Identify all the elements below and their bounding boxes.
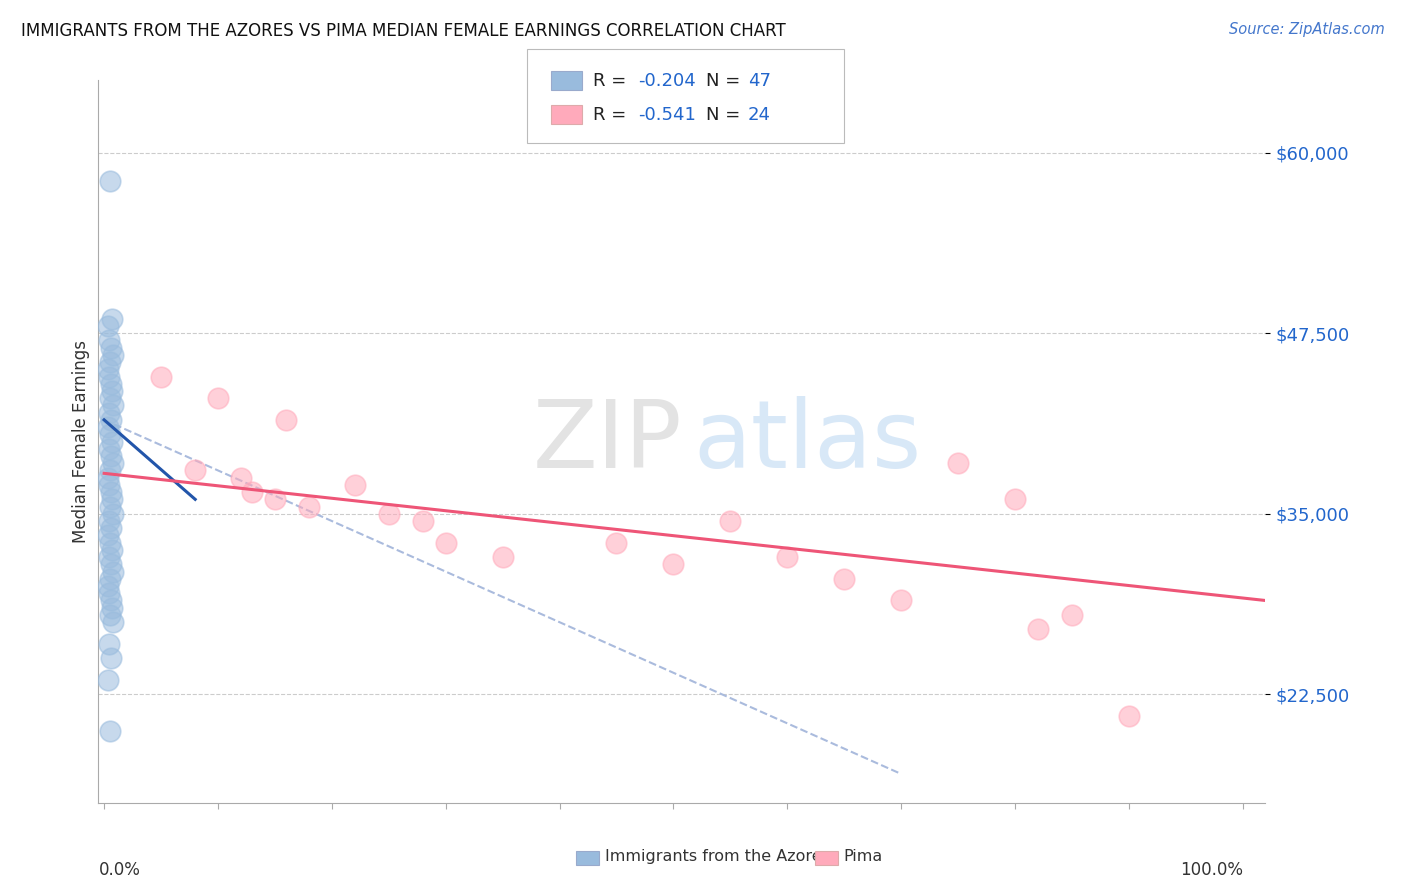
Point: [718, 514, 741, 528]
Point: [100, 413, 122, 427]
Point: [97, 442, 120, 456]
Point: [98, 723, 121, 738]
Text: IMMIGRANTS FROM THE AZORES VS PIMA MEDIAN FEMALE EARNINGS CORRELATION CHART: IMMIGRANTS FROM THE AZORES VS PIMA MEDIA…: [21, 22, 786, 40]
Point: [662, 558, 685, 572]
Point: [98, 572, 121, 586]
Point: [98, 463, 121, 477]
Point: [890, 593, 912, 607]
Point: [98, 427, 121, 442]
Point: [101, 542, 124, 557]
Point: [776, 550, 799, 565]
Point: [103, 456, 125, 470]
Point: [832, 572, 855, 586]
Point: [605, 535, 627, 549]
Point: [1004, 492, 1026, 507]
Point: [97, 334, 120, 348]
Point: [97, 406, 120, 420]
Point: [97, 586, 120, 600]
Text: 47: 47: [748, 71, 770, 89]
Point: [98, 607, 121, 622]
Point: [96, 579, 118, 593]
Point: [100, 485, 122, 500]
Point: [946, 456, 969, 470]
Point: [98, 391, 121, 405]
Point: [97, 514, 120, 528]
Text: N =: N =: [706, 71, 745, 89]
Text: Source: ZipAtlas.com: Source: ZipAtlas.com: [1229, 22, 1385, 37]
Text: 100.0%: 100.0%: [1180, 861, 1243, 879]
Point: [98, 535, 121, 549]
Text: N =: N =: [706, 105, 745, 123]
Point: [100, 449, 122, 463]
Text: R =: R =: [593, 71, 633, 89]
Point: [96, 673, 118, 687]
Point: [412, 514, 434, 528]
Point: [343, 478, 366, 492]
Point: [100, 651, 122, 665]
Point: [298, 500, 321, 514]
Point: [1060, 607, 1083, 622]
Point: [1026, 623, 1049, 637]
Point: [229, 471, 252, 485]
Point: [101, 384, 124, 398]
Point: [100, 341, 122, 355]
Point: [101, 600, 124, 615]
Point: [96, 318, 118, 333]
Text: Pima: Pima: [844, 849, 883, 863]
Point: [98, 355, 121, 369]
Point: [97, 637, 120, 651]
Text: 24: 24: [748, 105, 770, 123]
Point: [97, 478, 120, 492]
Point: [103, 615, 125, 630]
Point: [240, 485, 263, 500]
Point: [96, 528, 118, 542]
Point: [377, 507, 399, 521]
Point: [103, 398, 125, 412]
Point: [207, 391, 229, 405]
Text: Immigrants from the Azores: Immigrants from the Azores: [605, 849, 830, 863]
Point: [276, 413, 298, 427]
Point: [434, 535, 457, 549]
Point: [100, 558, 122, 572]
Point: [98, 174, 121, 188]
Y-axis label: Median Female Earnings: Median Female Earnings: [72, 340, 90, 543]
Text: ZIP: ZIP: [533, 395, 682, 488]
Point: [1118, 709, 1140, 723]
Point: [491, 550, 513, 565]
Point: [184, 463, 207, 477]
Point: [103, 348, 125, 362]
Point: [96, 362, 118, 376]
Point: [103, 565, 125, 579]
Point: [264, 492, 287, 507]
Point: [101, 492, 124, 507]
Text: atlas: atlas: [693, 395, 922, 488]
Point: [100, 376, 122, 391]
Point: [97, 550, 120, 565]
Text: R =: R =: [593, 105, 633, 123]
Text: -0.541: -0.541: [638, 105, 696, 123]
Point: [101, 434, 124, 449]
Point: [101, 311, 124, 326]
Text: 0.0%: 0.0%: [98, 861, 141, 879]
Point: [96, 420, 118, 434]
Point: [103, 507, 125, 521]
Text: -0.204: -0.204: [638, 71, 696, 89]
Point: [150, 369, 173, 384]
Point: [97, 369, 120, 384]
Point: [96, 471, 118, 485]
Point: [100, 521, 122, 535]
Point: [98, 500, 121, 514]
Point: [100, 593, 122, 607]
